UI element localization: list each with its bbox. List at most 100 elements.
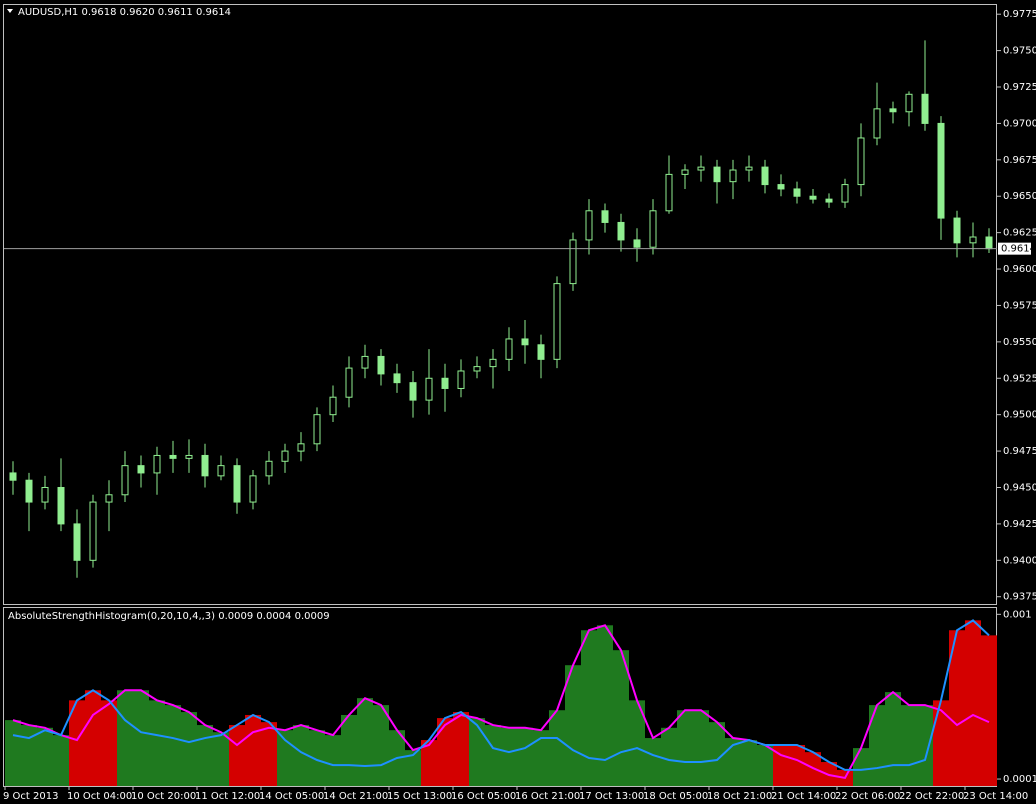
candle-body — [489, 358, 497, 368]
candle-body — [137, 465, 145, 474]
candle-body — [809, 195, 817, 200]
candle-body — [313, 414, 321, 445]
histogram-bar — [261, 722, 277, 786]
y-tick-label: 0.9700 — [1003, 118, 1036, 129]
indicator-line — [12, 619, 990, 771]
x-tick-label: 21 Oct 14:00 — [771, 791, 836, 802]
last-price-box — [998, 242, 1031, 255]
candle-body — [665, 173, 673, 212]
candle-body — [521, 338, 529, 346]
histogram-bar — [101, 700, 117, 786]
histogram-bar — [453, 712, 469, 786]
x-tick-label: 16 Oct 05:00 — [451, 791, 516, 802]
candle-body — [345, 367, 353, 398]
y-tick-label: 0.9425 — [1003, 519, 1036, 530]
candle-body — [57, 486, 65, 525]
candle-body — [761, 166, 769, 186]
candle-body — [153, 454, 161, 474]
x-tick-label: 15 Oct 13:00 — [387, 791, 452, 802]
histogram-bar — [485, 725, 501, 786]
y-tick-label: 0.9375 — [1003, 592, 1036, 603]
y-tick-label: 0.9650 — [1003, 191, 1036, 202]
histogram-bar — [357, 698, 373, 786]
histogram-bar — [421, 740, 437, 786]
histogram-bar — [741, 740, 757, 786]
histogram-bar — [21, 725, 37, 786]
candle-body — [953, 217, 961, 244]
candle-body — [889, 108, 897, 113]
candle-body — [169, 454, 177, 459]
candle-body — [745, 166, 753, 171]
y-tick-label: 0.9600 — [1003, 264, 1036, 275]
histogram-bar — [885, 692, 901, 786]
histogram-bar — [933, 700, 949, 786]
histogram-bar — [501, 727, 517, 786]
x-tick-label: 11 Oct 12:00 — [195, 791, 260, 802]
candle-body — [105, 494, 113, 503]
candle-body — [73, 523, 81, 561]
histogram-bar — [197, 725, 213, 786]
histogram-bar — [981, 635, 997, 786]
histogram-bar — [677, 710, 693, 786]
candle-body — [9, 472, 17, 481]
histogram-bar — [341, 714, 357, 786]
y-tick-label: 0.9775 — [1003, 9, 1036, 20]
candle-body — [585, 210, 593, 241]
x-tick-label: 18 Oct 21:00 — [707, 791, 772, 802]
histogram-bar — [901, 705, 917, 786]
x-tick-label: 23 Oct 14:00 — [963, 791, 1028, 802]
y-tick-label: 0.001 — [1003, 609, 1032, 620]
candle-body — [89, 501, 97, 561]
candle-body — [633, 239, 641, 248]
histogram-bar — [661, 727, 677, 786]
x-tick-label: 16 Oct 21:00 — [515, 791, 580, 802]
candle-body — [713, 166, 721, 183]
candle-body — [441, 377, 449, 389]
candle-body — [681, 169, 689, 175]
x-tick-label: 18 Oct 05:00 — [643, 791, 708, 802]
candle-body — [537, 344, 545, 360]
candle-body — [873, 108, 881, 139]
candle-body — [937, 122, 945, 219]
histogram-bar — [533, 730, 549, 786]
histogram-bar — [149, 700, 165, 786]
candle-body — [217, 465, 225, 477]
histogram-bar — [309, 730, 325, 786]
candle-body — [425, 377, 433, 401]
histogram-bar — [773, 745, 789, 786]
y-tick-label: 0.9550 — [1003, 337, 1036, 348]
candle-body — [921, 93, 929, 124]
candle-body — [201, 454, 209, 477]
histogram-bar — [117, 690, 133, 786]
histogram-bar — [69, 700, 85, 786]
histogram-bar — [917, 705, 933, 786]
histogram-bar — [53, 735, 69, 786]
candle-body — [617, 221, 625, 241]
candle-body — [233, 465, 241, 503]
x-tick-label: 10 Oct 04:00 — [67, 791, 132, 802]
candle-body — [377, 355, 385, 375]
y-tick-label: 0.9500 — [1003, 410, 1036, 421]
candle-body — [729, 169, 737, 183]
x-tick-label: 22 Oct 22:00 — [899, 791, 964, 802]
candle-body — [985, 236, 993, 250]
candle-body — [25, 479, 33, 503]
histogram-bar — [373, 705, 389, 786]
histogram-bar — [277, 730, 293, 786]
x-tick-label: 17 Oct 13:00 — [579, 791, 644, 802]
histogram-bar — [325, 735, 341, 786]
candle-body — [265, 460, 273, 477]
y-tick-label: 0.9750 — [1003, 46, 1036, 57]
histogram-bar — [693, 710, 709, 786]
histogram-bar — [5, 720, 21, 786]
x-tick-label: 9 Oct 2013 — [3, 791, 58, 802]
candle-body — [41, 486, 49, 503]
candle-body — [281, 450, 289, 462]
histogram-bar — [581, 630, 597, 786]
x-tick-label: 22 Oct 06:00 — [835, 791, 900, 802]
histogram-bar — [181, 712, 197, 786]
histogram-bar — [629, 700, 645, 786]
candle-body — [297, 443, 305, 452]
